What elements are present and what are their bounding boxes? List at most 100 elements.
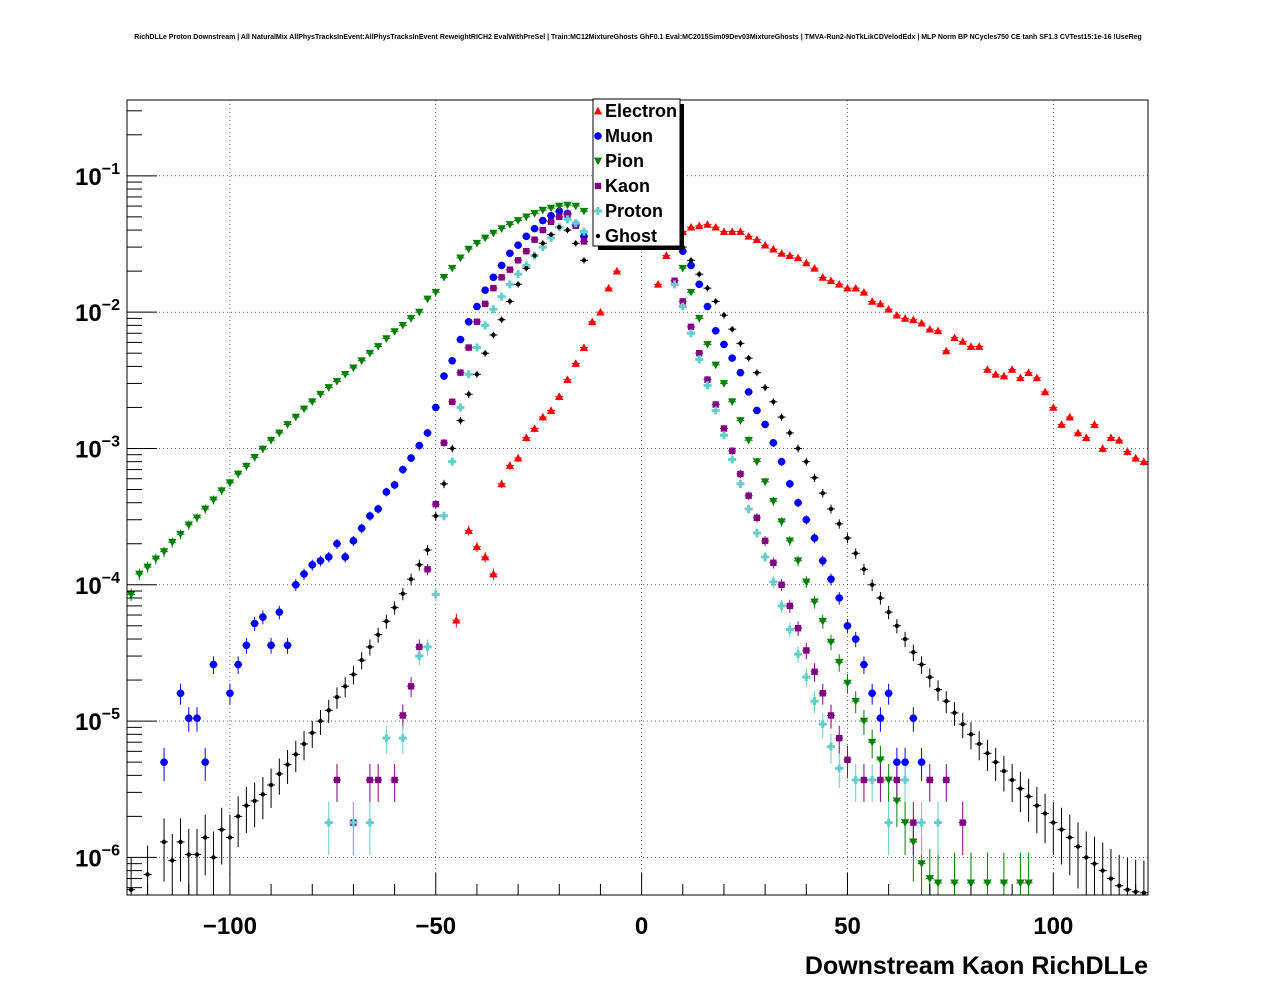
ghost-point bbox=[524, 266, 529, 271]
ghost-point bbox=[557, 224, 562, 230]
ghost-point bbox=[260, 792, 266, 797]
muon-point bbox=[769, 439, 778, 447]
kaon-point bbox=[564, 211, 571, 218]
muon-point bbox=[777, 457, 786, 466]
proton-point bbox=[538, 243, 547, 252]
pion-point bbox=[703, 341, 712, 349]
kaon-point bbox=[449, 398, 456, 405]
electron-point bbox=[843, 283, 852, 292]
pion-point bbox=[843, 679, 852, 688]
pion-point bbox=[159, 548, 169, 556]
ghost-point bbox=[186, 852, 191, 857]
muon-point bbox=[843, 622, 852, 630]
proton-point bbox=[835, 764, 844, 773]
electron-point bbox=[917, 318, 926, 327]
pion-point bbox=[810, 598, 819, 607]
electron-point bbox=[1090, 420, 1099, 428]
pion-point bbox=[192, 514, 202, 523]
electron-point bbox=[1139, 457, 1149, 466]
ghost-point bbox=[1001, 768, 1007, 774]
electron-point bbox=[695, 221, 704, 230]
electron-point bbox=[736, 227, 745, 235]
kaon-point bbox=[547, 218, 555, 226]
kaon-point bbox=[333, 776, 341, 784]
muon-point bbox=[333, 539, 341, 548]
electron-point bbox=[1106, 433, 1116, 442]
kaon-point bbox=[778, 581, 785, 588]
pion-point bbox=[283, 421, 292, 429]
pion-point bbox=[217, 487, 226, 495]
legend: Electron Muon Pion Kaon Proton Ghost bbox=[592, 98, 684, 250]
pion-point bbox=[802, 578, 811, 587]
ghost-point bbox=[1125, 887, 1130, 892]
muon-point bbox=[226, 689, 234, 698]
pion-point bbox=[184, 521, 193, 530]
muon-point bbox=[250, 619, 259, 628]
muon-point bbox=[851, 635, 860, 643]
kaon-point bbox=[877, 776, 884, 784]
y-tick-label: 10−5 bbox=[75, 706, 120, 736]
pion-point bbox=[126, 591, 136, 599]
muon-point bbox=[193, 714, 201, 723]
ghost-point bbox=[466, 392, 471, 397]
pion-point bbox=[357, 357, 366, 365]
pion-point bbox=[316, 390, 325, 399]
electron-point bbox=[1007, 365, 1017, 373]
pion-point bbox=[769, 497, 778, 506]
pion-point bbox=[851, 697, 860, 706]
pion-point bbox=[151, 555, 161, 564]
ghost-point bbox=[861, 567, 867, 572]
ghost-point bbox=[145, 872, 150, 877]
proton-point bbox=[324, 818, 333, 827]
ghost-point bbox=[351, 672, 356, 677]
electron-point bbox=[1098, 444, 1107, 452]
muon-point bbox=[506, 249, 514, 258]
ghost-point bbox=[952, 710, 957, 716]
muon-point bbox=[786, 480, 794, 488]
electron-point bbox=[810, 264, 819, 272]
pion-point bbox=[909, 838, 918, 847]
electron-point bbox=[851, 283, 860, 292]
pion-point bbox=[168, 538, 177, 547]
electron-point bbox=[480, 552, 490, 561]
muon-point bbox=[201, 758, 210, 766]
electron-point bbox=[991, 370, 1000, 378]
electron-point bbox=[538, 412, 548, 421]
electron-point bbox=[966, 342, 976, 350]
ghost-point bbox=[548, 232, 554, 237]
proton-point bbox=[719, 431, 728, 440]
muon-point bbox=[357, 524, 366, 533]
electron-point bbox=[925, 324, 935, 333]
pion-point bbox=[917, 860, 926, 868]
muon-point bbox=[893, 758, 901, 766]
proton-point bbox=[917, 818, 926, 827]
muon-point bbox=[489, 273, 498, 282]
pion-point bbox=[777, 518, 786, 526]
ghost-point bbox=[161, 839, 167, 845]
legend-marker-muon bbox=[594, 132, 602, 140]
electron-point bbox=[1073, 428, 1083, 437]
muon-point bbox=[827, 575, 835, 583]
axis-ticks bbox=[127, 110, 1137, 895]
x-axis-title: Downstream Kaon RichDLLe bbox=[805, 952, 1148, 980]
electron-point bbox=[703, 220, 712, 228]
y-tick-exponent: −4 bbox=[102, 570, 120, 587]
ghost-point bbox=[787, 430, 793, 436]
ghost-point bbox=[573, 241, 578, 246]
muon-point bbox=[423, 429, 432, 437]
ghost-point bbox=[1018, 786, 1023, 791]
proton-point bbox=[695, 355, 704, 364]
ghost-point bbox=[886, 609, 891, 615]
pion-point bbox=[727, 398, 737, 406]
electron-point bbox=[497, 479, 506, 488]
muon-point bbox=[736, 368, 745, 377]
electron-point bbox=[752, 235, 762, 244]
ghost-point bbox=[499, 317, 504, 322]
electron-point bbox=[933, 326, 943, 335]
ghost-point bbox=[754, 370, 760, 375]
kaon-point bbox=[679, 298, 686, 305]
proton-point bbox=[547, 233, 556, 242]
muon-point bbox=[802, 515, 811, 524]
y-tick-label: 10−1 bbox=[75, 161, 120, 191]
pion-point bbox=[538, 206, 548, 215]
